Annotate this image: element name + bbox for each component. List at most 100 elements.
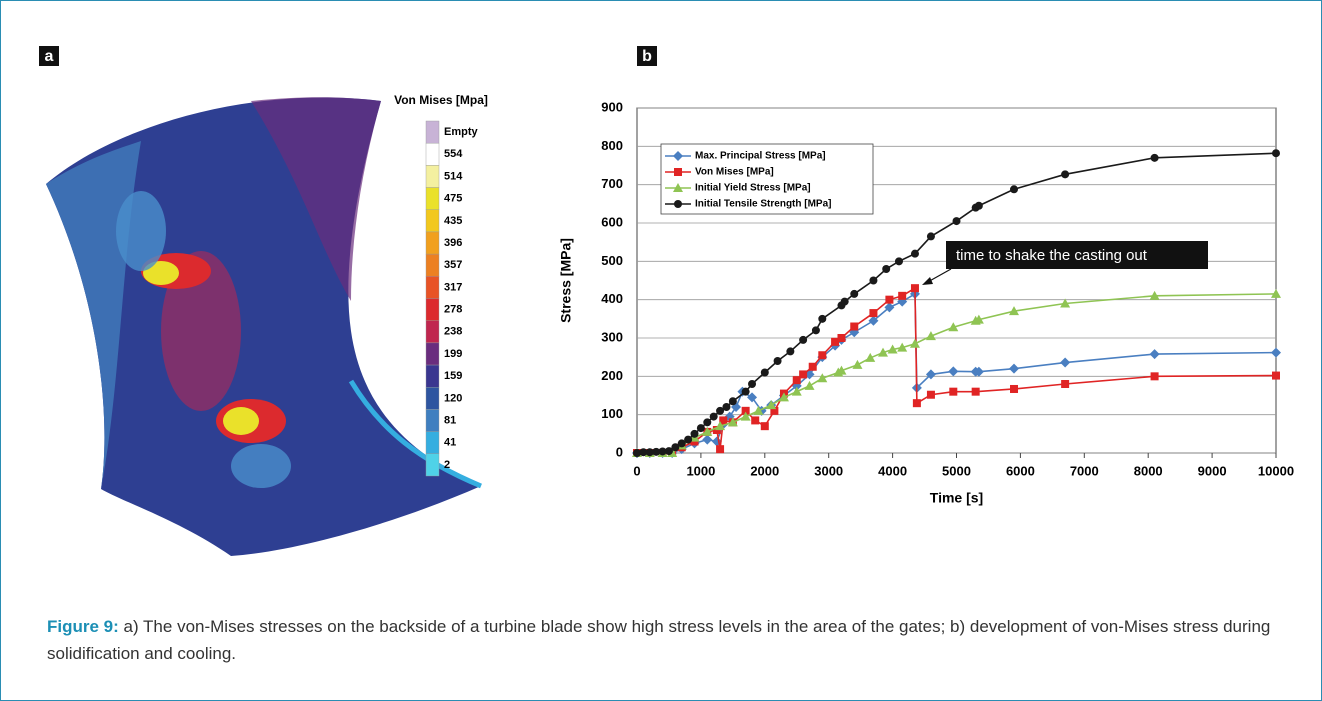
colorbar-label: 396	[444, 237, 462, 249]
colorbar-swatch	[426, 387, 439, 409]
x-tick-label: 8000	[1134, 463, 1163, 478]
data-point	[818, 315, 826, 323]
colorbar: Empty55451447543539635731727823819915912…	[426, 121, 479, 476]
data-point	[913, 399, 921, 407]
colorbar-label: 238	[444, 326, 462, 338]
colorbar-label: 41	[444, 437, 456, 449]
data-point	[850, 323, 858, 331]
data-point	[975, 202, 983, 210]
y-tick-label: 400	[601, 291, 623, 306]
caption: Figure 9: a) The von-Mises stresses on t…	[47, 613, 1287, 667]
data-point	[818, 351, 826, 359]
data-point	[927, 391, 935, 399]
x-tick-label: 1000	[686, 463, 715, 478]
data-point	[1010, 185, 1018, 193]
blade-image	[46, 97, 481, 556]
x-tick-label: 6000	[1006, 463, 1035, 478]
panel-label: b	[642, 48, 652, 65]
data-point	[761, 422, 769, 430]
y-tick-label: 200	[601, 368, 623, 383]
legend-marker	[674, 168, 682, 176]
figure-panels: a b Von Mises [Mpa] Empty554514475435396…	[1, 1, 1321, 601]
x-tick-label: 0	[633, 463, 640, 478]
y-axis-label: Stress [MPa]	[558, 238, 574, 323]
data-point	[895, 257, 903, 265]
data-point	[751, 416, 759, 424]
data-point	[761, 369, 769, 377]
colorbar-swatch	[426, 188, 439, 210]
data-point	[799, 370, 807, 378]
x-tick-label: 4000	[878, 463, 907, 478]
data-point	[911, 284, 919, 292]
colorbar-title: Von Mises [Mpa]	[394, 93, 488, 107]
y-tick-label: 0	[616, 444, 623, 459]
data-point	[898, 292, 906, 300]
colorbar-swatch	[426, 121, 439, 143]
annotation: time to shake the casting out	[956, 247, 1148, 264]
colorbar-label: 435	[444, 215, 462, 227]
data-point	[949, 388, 957, 396]
colorbar-swatch	[426, 321, 439, 343]
data-point	[837, 334, 845, 342]
colorbar-swatch	[426, 210, 439, 232]
colorbar-swatch	[426, 232, 439, 254]
colorbar-label: 554	[444, 148, 463, 160]
y-tick-label: 900	[601, 99, 623, 114]
y-tick-label: 100	[601, 406, 623, 421]
data-point	[703, 418, 711, 426]
data-point	[729, 397, 737, 405]
data-point	[927, 232, 935, 240]
x-tick-label: 2000	[750, 463, 779, 478]
data-point	[1151, 154, 1159, 162]
legend-label: Initial Yield Stress [MPa]	[695, 183, 811, 194]
colorbar-swatch	[426, 165, 439, 187]
data-point	[1061, 380, 1069, 388]
colorbar-swatch	[426, 276, 439, 298]
legend-label: Max. Principal Stress [MPa]	[695, 151, 826, 162]
colorbar-swatch	[426, 343, 439, 365]
data-point	[809, 363, 817, 371]
figure: a b Von Mises [Mpa] Empty554514475435396…	[0, 0, 1322, 701]
colorbar-label: 159	[444, 370, 462, 382]
caption-label: Figure 9:	[47, 617, 119, 636]
data-point	[1151, 372, 1159, 380]
data-point	[911, 250, 919, 258]
data-point	[869, 309, 877, 317]
legend-label: Von Mises [MPa]	[695, 167, 774, 178]
data-point	[812, 326, 820, 334]
x-axis-label: Time [s]	[930, 490, 983, 506]
data-point	[774, 357, 782, 365]
data-point	[697, 424, 705, 432]
data-point	[972, 388, 980, 396]
x-tick-label: 5000	[942, 463, 971, 478]
data-point	[691, 430, 699, 438]
data-point	[684, 436, 692, 444]
y-tick-label: 700	[601, 176, 623, 191]
data-point	[710, 413, 718, 421]
colorbar-swatch	[426, 143, 439, 165]
x-tick-label: 10000	[1258, 463, 1294, 478]
data-point	[722, 403, 730, 411]
colorbar-swatch	[426, 299, 439, 321]
data-point	[799, 336, 807, 344]
colorbar-label: 2	[444, 459, 450, 471]
colorbar-swatch	[426, 254, 439, 276]
colorbar-label: 317	[444, 281, 462, 293]
caption-text: a) The von-Mises stresses on the backsid…	[47, 617, 1270, 663]
legend-marker	[674, 200, 682, 208]
colorbar-label: 514	[444, 170, 463, 182]
data-point	[869, 277, 877, 285]
data-point	[1010, 385, 1018, 393]
x-tick-label: 9000	[1198, 463, 1227, 478]
colorbar-label: Empty	[444, 126, 479, 138]
panel-label: a	[45, 48, 54, 65]
y-tick-label: 500	[601, 253, 623, 268]
colorbar-label: 357	[444, 259, 462, 271]
colorbar-label: 81	[444, 414, 456, 426]
colorbar-label: 278	[444, 304, 462, 316]
data-point	[1272, 149, 1280, 157]
data-point	[850, 290, 858, 298]
data-point	[953, 217, 961, 225]
data-point	[748, 380, 756, 388]
data-point	[841, 298, 849, 306]
